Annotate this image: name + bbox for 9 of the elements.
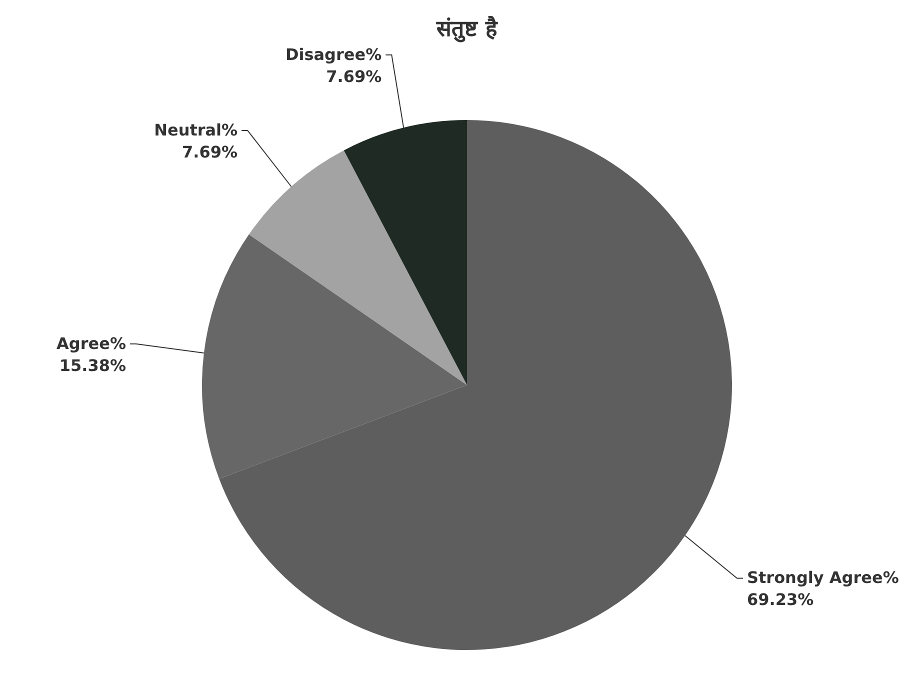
slice-label: Agree%: [56, 334, 126, 353]
slice-label: Disagree%: [285, 44, 382, 64]
chart-title: संतुष्ट है: [436, 15, 498, 43]
data-label: 69.23%: [747, 590, 814, 610]
slice-label: Neutral%: [154, 120, 238, 140]
slice-label: Strongly Agree%: [747, 568, 899, 588]
data-label: 15.38%: [59, 356, 126, 375]
data-label: 7.69%: [182, 142, 238, 162]
data-label: 7.69%: [326, 66, 382, 86]
